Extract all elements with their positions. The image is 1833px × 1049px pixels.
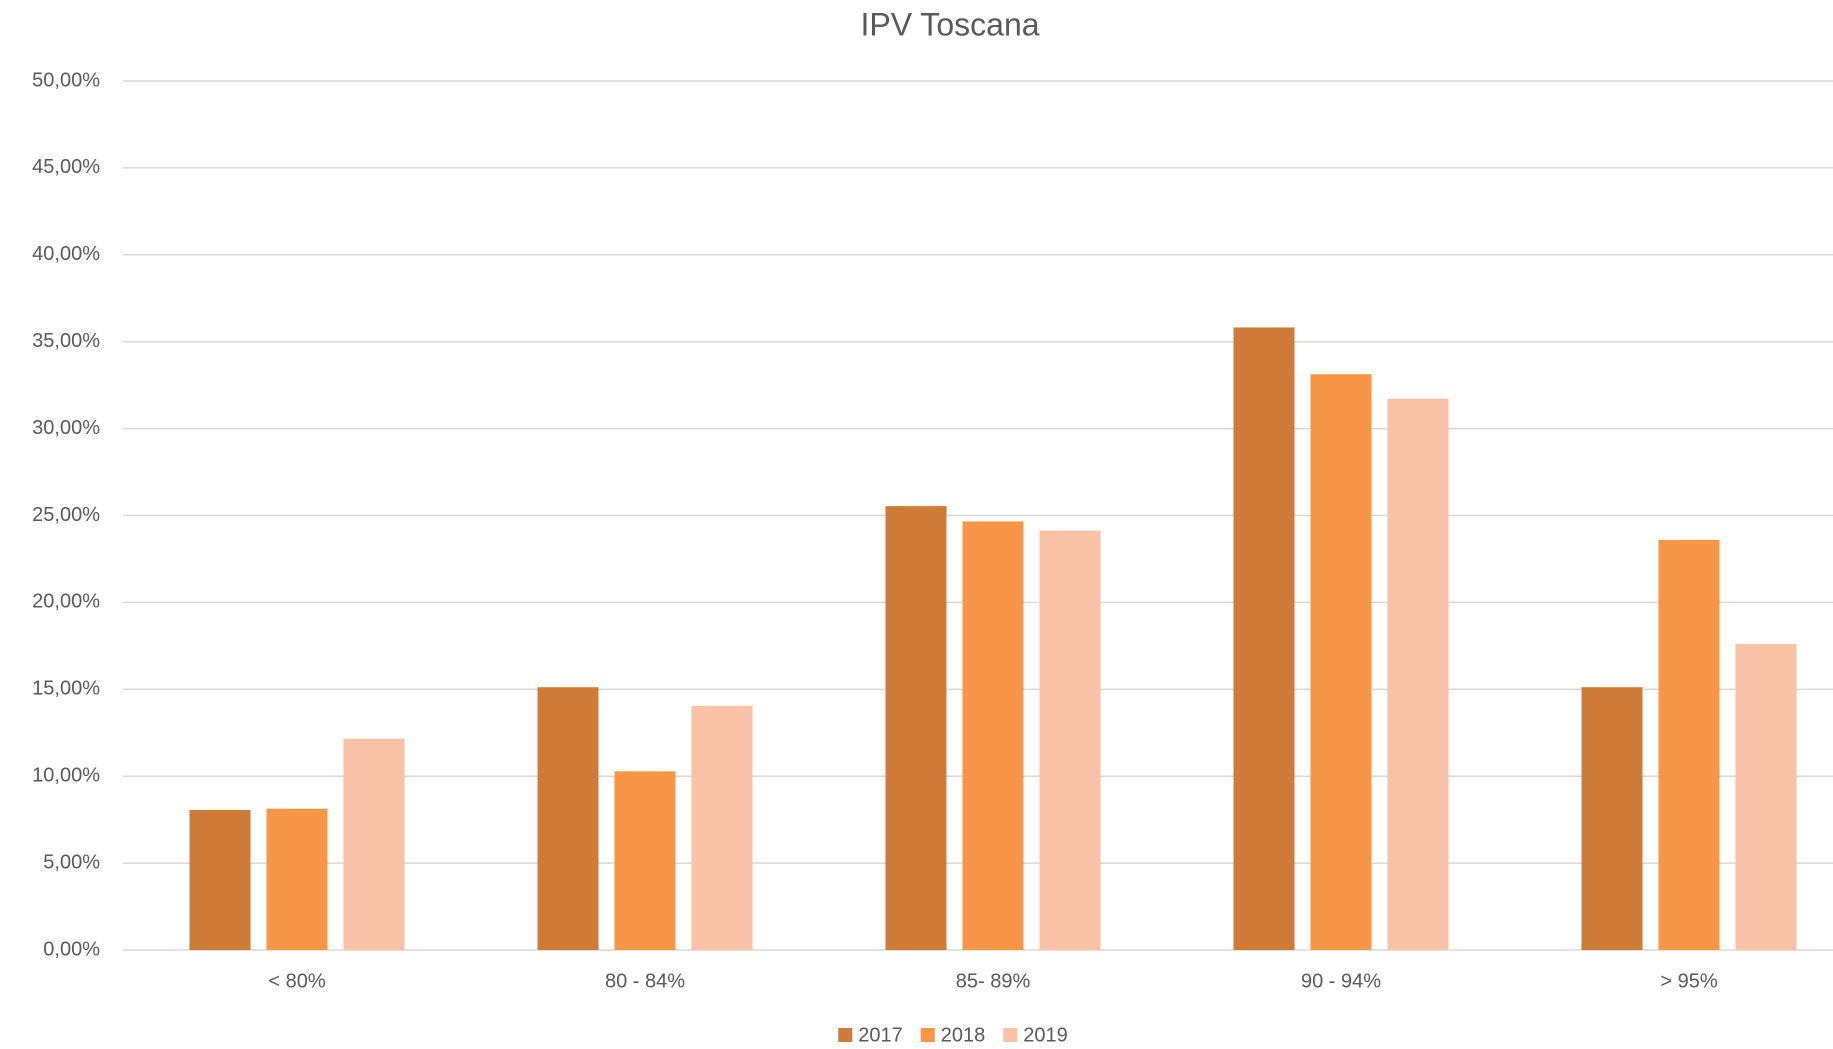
x-tick-label: 90 - 94% <box>1301 970 1381 992</box>
y-tick-label: 30,00% <box>32 417 100 439</box>
bar <box>1387 398 1449 950</box>
y-tick-label: 10,00% <box>32 764 100 786</box>
bar <box>343 738 405 950</box>
legend-swatch <box>1003 1028 1018 1042</box>
legend-swatch <box>920 1028 935 1042</box>
legend-label: 2018 <box>941 1024 986 1046</box>
bar <box>266 808 328 950</box>
bar <box>189 809 251 950</box>
y-tick-label: 40,00% <box>32 243 100 265</box>
bar <box>614 771 676 950</box>
bar <box>1658 540 1720 950</box>
legend-label: 2019 <box>1023 1024 1068 1046</box>
legend-label: 2017 <box>858 1024 903 1046</box>
y-tick-label: 45,00% <box>32 156 100 178</box>
bar <box>1581 687 1643 950</box>
bar <box>1735 643 1797 950</box>
legend-swatch <box>838 1028 853 1042</box>
bar <box>885 506 947 950</box>
x-tick-label: 85- 89% <box>956 970 1031 992</box>
y-tick-label: 20,00% <box>32 591 100 613</box>
y-tick-label: 15,00% <box>32 678 100 700</box>
y-tick-label: 50,00% <box>32 69 100 91</box>
y-tick-label: 5,00% <box>43 851 100 873</box>
bar <box>691 705 753 950</box>
y-tick-label: 35,00% <box>32 330 100 352</box>
y-tick-label: 0,00% <box>43 938 100 960</box>
bar <box>1310 374 1372 951</box>
bar <box>1233 327 1295 951</box>
bar <box>962 521 1024 950</box>
chart-title: IPV Toscana <box>860 6 1039 42</box>
x-tick-label: < 80% <box>268 970 325 992</box>
bar <box>537 687 599 950</box>
x-tick-label: > 95% <box>1660 970 1717 992</box>
y-tick-label: 25,00% <box>32 504 100 526</box>
bar <box>1039 530 1101 950</box>
x-tick-label: 80 - 84% <box>605 970 685 992</box>
